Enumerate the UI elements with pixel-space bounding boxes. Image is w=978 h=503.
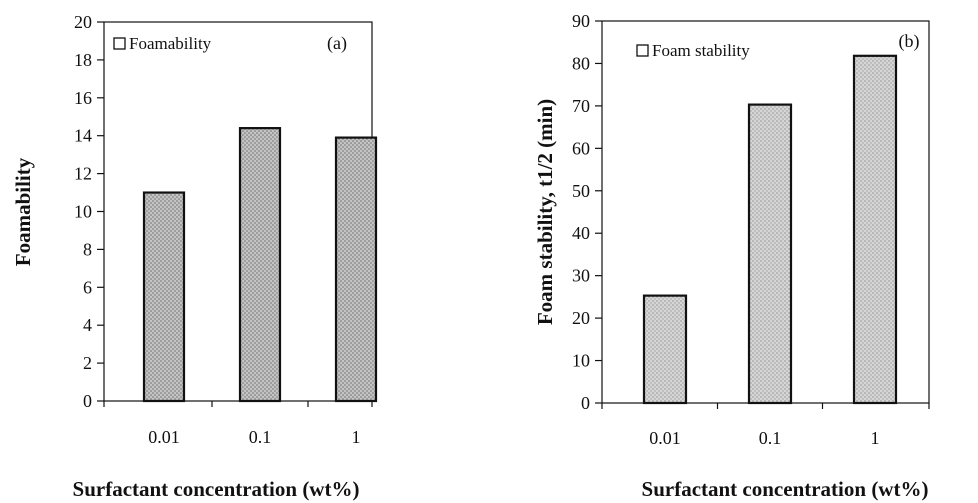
y-axis-ticks xyxy=(97,21,104,402)
x-tick-label: 0.1 xyxy=(759,428,782,448)
legend-label: Foamability xyxy=(129,34,212,53)
y-tick-label: 14 xyxy=(74,126,92,146)
y-tick-label: 12 xyxy=(74,164,92,184)
y-axis-title: Foam stability, t1/2 (min) xyxy=(533,99,557,325)
y-tick-label: 0 xyxy=(581,393,590,413)
y-tick-label: 18 xyxy=(74,50,92,70)
y-tick-label: 70 xyxy=(572,96,590,116)
x-axis-title: Surfactant concentration (wt%) xyxy=(73,477,360,501)
legend-swatch xyxy=(636,44,649,57)
panel-label: (a) xyxy=(327,33,347,54)
panel-label: (b) xyxy=(899,31,920,52)
x-tick-label: 0.1 xyxy=(249,427,272,447)
y-tick-label: 4 xyxy=(83,315,92,335)
x-tick-label: 0.01 xyxy=(148,427,180,447)
legend: Foamability xyxy=(113,34,212,53)
legend: Foam stability xyxy=(636,41,750,60)
y-tick-label: 50 xyxy=(572,181,590,201)
y-tick-label: 20 xyxy=(74,12,92,32)
x-tick-label: 0.01 xyxy=(649,428,681,448)
chart-panel-foam-stability: 0 10 20 30 40 50 60 70 80 90 0.01 0.1 1 Foam stabil… xyxy=(533,11,930,501)
y-tick-label: 16 xyxy=(74,88,92,108)
legend-label: Foam stability xyxy=(652,41,750,60)
legend-swatch xyxy=(113,37,126,50)
y-tick-label: 0 xyxy=(83,391,92,411)
x-axis-tick-labels: 0.01 0.1 1 xyxy=(649,428,879,448)
y-tick-label: 90 xyxy=(572,11,590,31)
y-axis-tick-labels: 0 10 20 30 40 50 60 70 80 90 xyxy=(572,11,590,413)
y-tick-label: 6 xyxy=(83,277,92,297)
bar-1 xyxy=(852,54,898,405)
bar-0.1 xyxy=(238,127,282,403)
y-tick-label: 8 xyxy=(83,239,92,259)
bar-series xyxy=(642,54,898,405)
chart-panel-foamability: 0 2 4 6 8 10 12 14 16 18 20 0.01 0.1 1 Foamability (… xyxy=(11,12,378,501)
x-axis-title: Surfactant concentration (wt%) xyxy=(642,477,929,501)
x-axis-ticks xyxy=(103,401,373,407)
y-tick-label: 30 xyxy=(572,266,590,286)
y-tick-label: 2 xyxy=(83,353,92,373)
y-tick-label: 60 xyxy=(572,138,590,158)
x-axis-ticks xyxy=(601,403,930,409)
y-axis-ticks xyxy=(595,20,602,404)
bar-series xyxy=(142,127,378,403)
bar-0.01 xyxy=(142,191,186,403)
y-axis-title: Foamability xyxy=(11,157,35,266)
y-tick-label: 10 xyxy=(74,202,92,222)
y-tick-label: 80 xyxy=(572,53,590,73)
bar-0.01 xyxy=(642,294,688,405)
x-tick-label: 1 xyxy=(871,428,880,448)
bar-0.1 xyxy=(747,103,793,405)
x-tick-label: 1 xyxy=(352,427,361,447)
x-axis-tick-labels: 0.01 0.1 1 xyxy=(148,427,360,447)
bar-1 xyxy=(334,136,378,403)
y-tick-label: 10 xyxy=(572,351,590,371)
y-tick-label: 20 xyxy=(572,308,590,328)
y-axis-tick-labels: 0 2 4 6 8 10 12 14 16 18 20 xyxy=(74,12,92,411)
y-tick-label: 40 xyxy=(572,223,590,243)
